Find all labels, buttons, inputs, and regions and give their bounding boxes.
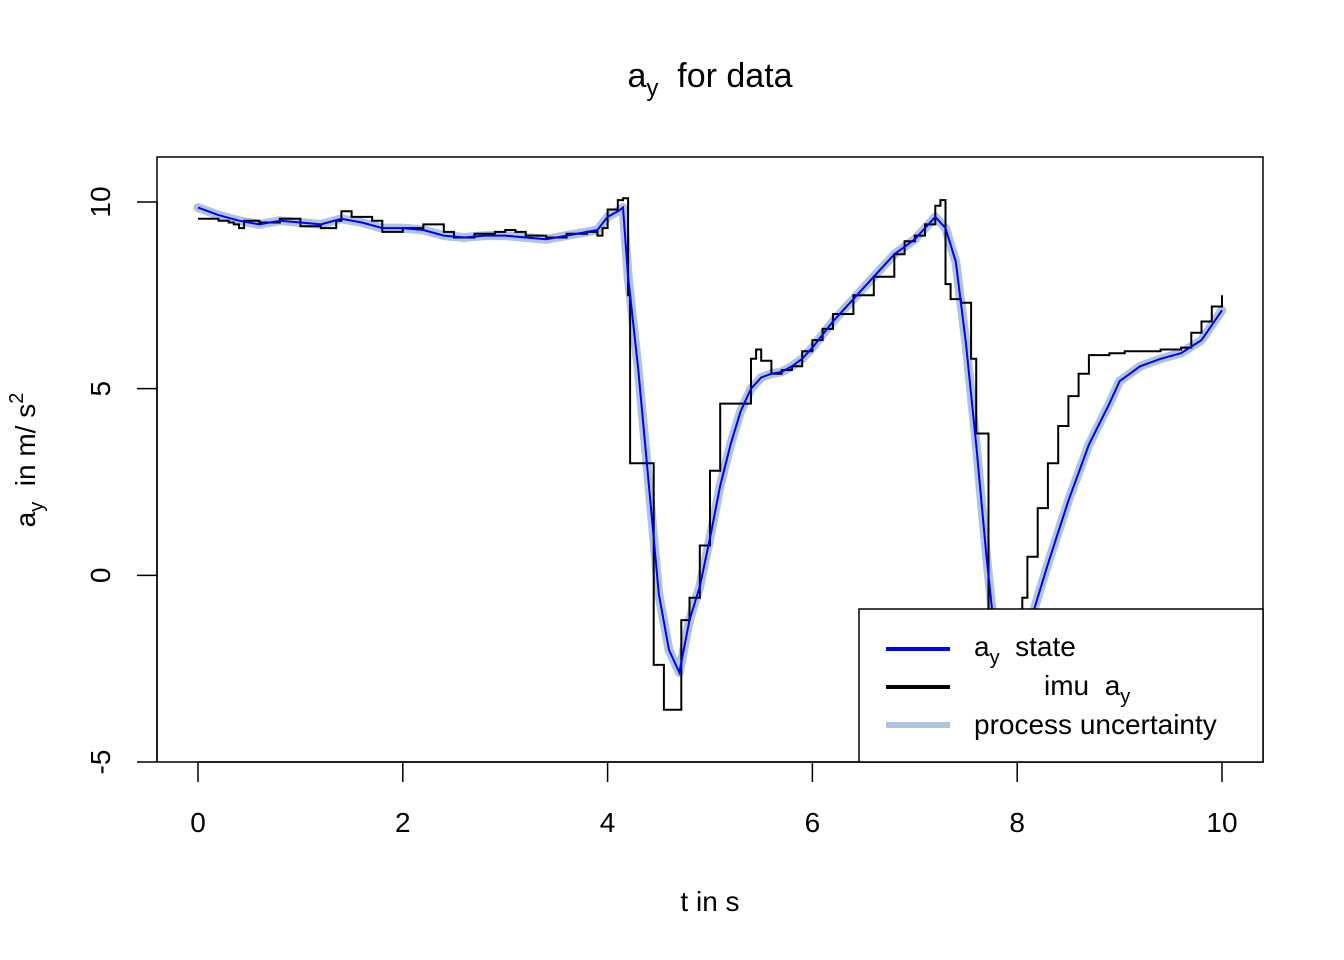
x-axis: 0 2 4 6 8 10 bbox=[190, 761, 1238, 838]
y-tick-label: 5 bbox=[85, 381, 116, 397]
legend: ay state imu ay process uncertainty bbox=[858, 608, 1264, 763]
legend-item-imu: imu ay bbox=[886, 670, 1185, 709]
legend-item-state: ay state bbox=[886, 631, 1076, 669]
legend-label-imu: imu ay bbox=[974, 670, 1185, 709]
y-axis: -5 0 5 10 bbox=[85, 186, 158, 775]
y-axis-label: ay in m/ s2 bbox=[6, 393, 48, 528]
x-tick-label: 4 bbox=[600, 807, 616, 838]
x-tick-label: 10 bbox=[1206, 807, 1237, 838]
legend-label-state: ay state bbox=[974, 631, 1076, 669]
legend-item-uncertainty: process uncertainty bbox=[886, 709, 1217, 740]
y-tick-label: -5 bbox=[85, 750, 116, 775]
legend-label-uncertainty: process uncertainty bbox=[974, 709, 1217, 740]
x-tick-label: 6 bbox=[805, 807, 821, 838]
x-axis-label: t in s bbox=[680, 886, 739, 917]
uncertainty-band bbox=[193, 203, 1227, 677]
imu-series-line bbox=[198, 197, 1223, 711]
x-tick-label: 8 bbox=[1009, 807, 1025, 838]
x-tick-label: 2 bbox=[395, 807, 411, 838]
state-series-line bbox=[197, 205, 1223, 676]
x-tick-label: 0 bbox=[190, 807, 206, 838]
y-tick-label: 0 bbox=[85, 568, 116, 584]
y-tick-label: 10 bbox=[85, 186, 116, 217]
chart-title: ay for data bbox=[627, 57, 792, 102]
